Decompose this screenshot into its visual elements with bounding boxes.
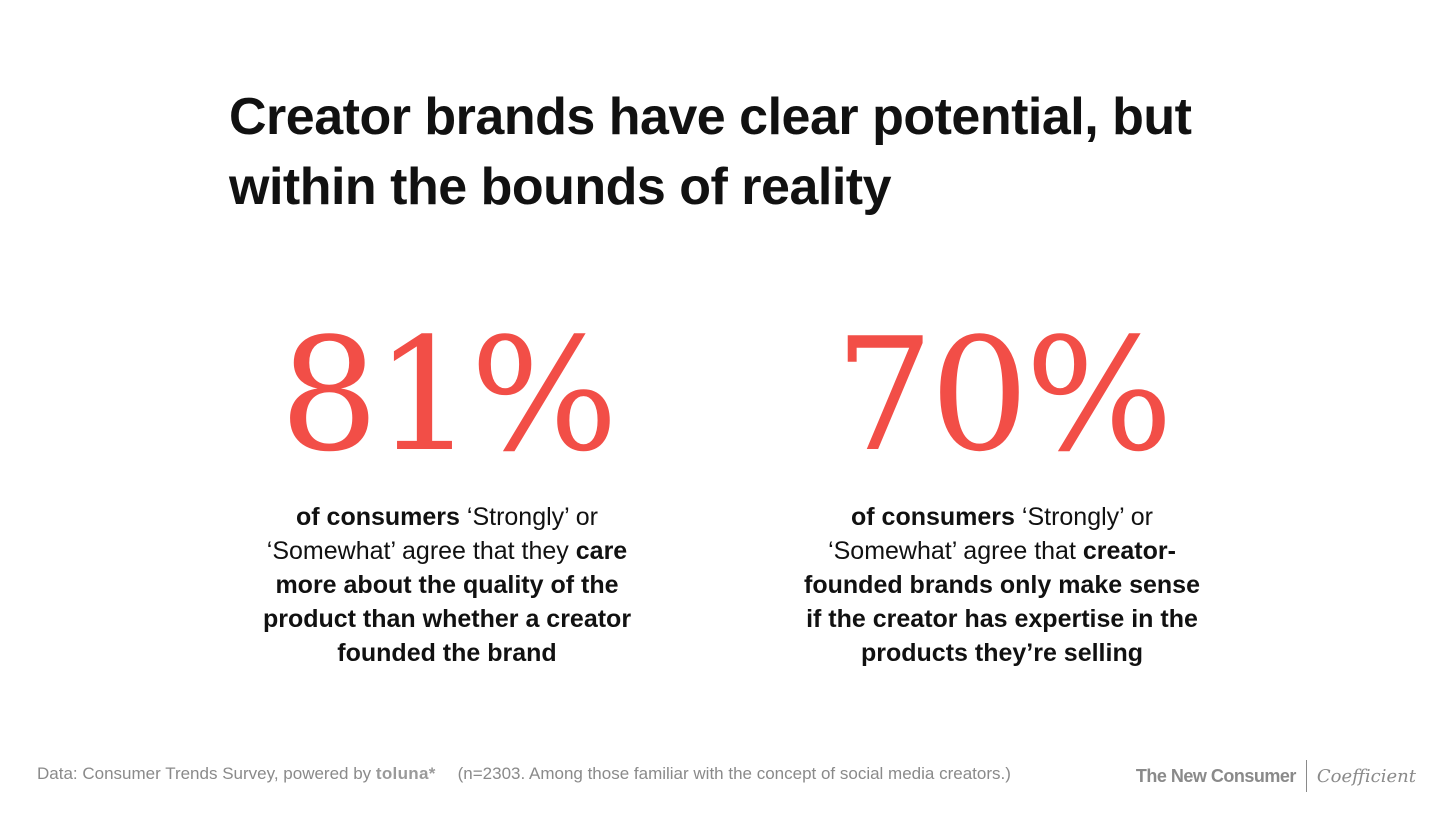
sample-note: (n=2303. Among those familiar with the c…: [457, 764, 1011, 783]
toluna-logo: toluna*: [375, 764, 436, 783]
footer-source: Data: Consumer Trends Survey, powered by…: [37, 764, 1011, 784]
brand-logos: The New Consumer Coefficient: [1136, 760, 1416, 792]
stat-value: 81%: [279, 304, 619, 486]
stat-card-expertise: 70% of consumers ‘Strongly’ or ‘Somewhat…: [772, 300, 1232, 670]
stat-description: of consumers ‘Strongly’ or ‘Somewhat’ ag…: [772, 500, 1232, 670]
logo-divider: [1305, 760, 1307, 792]
stat-value: 70%: [834, 304, 1174, 486]
source-text: Data: Consumer Trends Survey, powered by: [37, 764, 376, 783]
the-new-consumer-logo: The New Consumer: [1135, 765, 1297, 786]
desc-bold-part: of consumers: [296, 503, 460, 531]
coefficient-logo: Coefficient: [1316, 765, 1416, 787]
stat-card-quality: 81% of consumers ‘Strongly’ or ‘Somewhat…: [217, 300, 677, 670]
desc-bold-part: creator-founded brands only make sense i…: [804, 537, 1200, 667]
desc-bold-part: care more about the quality of the produ…: [262, 537, 632, 667]
desc-plain-part: ‘Strongly’ or ‘Somewhat’ agree that they: [266, 503, 598, 565]
page-title: Creator brands have clear potential, but…: [229, 88, 1192, 216]
desc-plain-part: ‘Strongly’ or ‘Somewhat’ agree that: [828, 503, 1153, 565]
stat-description: of consumers ‘Strongly’ or ‘Somewhat’ ag…: [217, 500, 677, 670]
desc-bold-part: of consumers: [851, 503, 1015, 531]
